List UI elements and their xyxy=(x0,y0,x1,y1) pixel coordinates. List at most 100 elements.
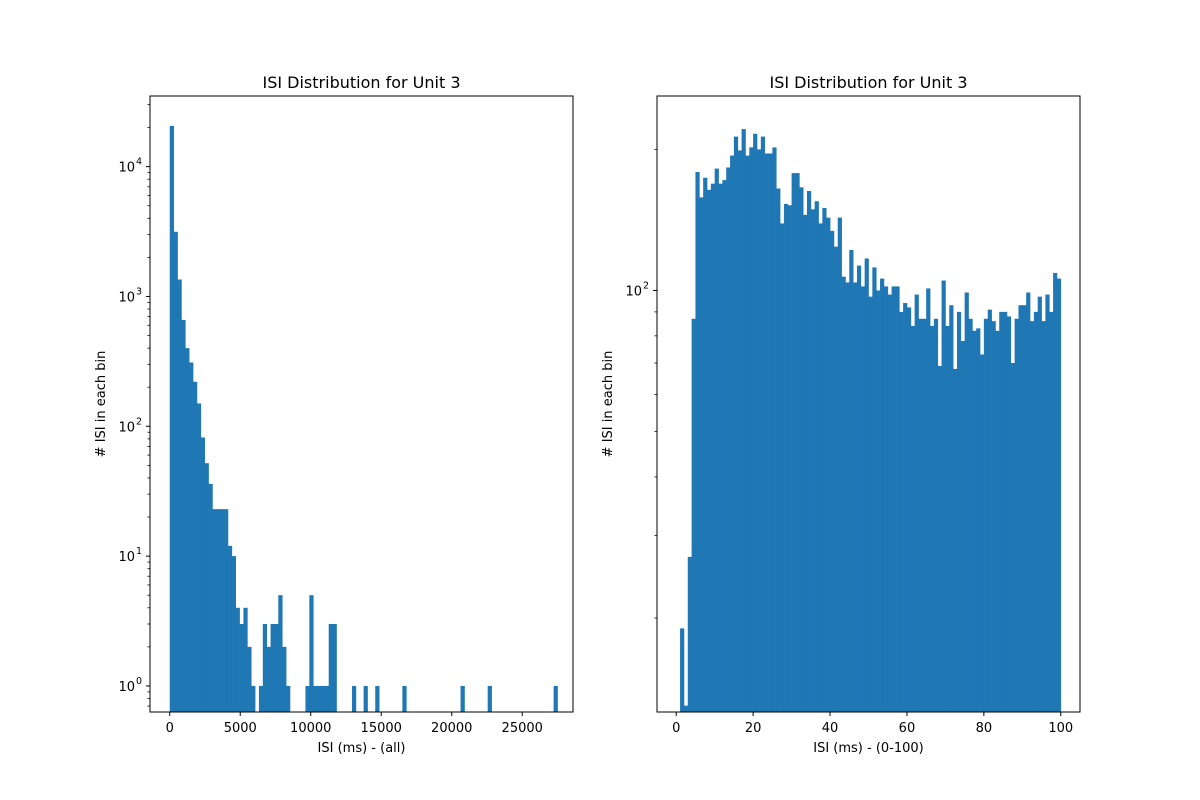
right-bar xyxy=(999,311,1004,712)
right-y-axis-label: # ISI in each bin xyxy=(601,351,616,458)
right-x-tick-label: 60 xyxy=(899,721,916,736)
right-bar xyxy=(1010,363,1015,712)
right-bar xyxy=(918,318,923,712)
left-bar xyxy=(351,685,357,712)
left-bar xyxy=(262,624,268,712)
left-plot-frame xyxy=(149,95,574,713)
right-bar xyxy=(899,311,904,712)
right-bar xyxy=(680,628,685,712)
right-bar xyxy=(783,203,789,712)
right-bar xyxy=(1037,296,1042,712)
right-chart: ISI Distribution for Unit 3 0 20 40 60 80 100… xyxy=(601,73,1081,756)
right-bar xyxy=(1045,294,1050,712)
left-y-tick-label: 10 xyxy=(118,550,135,565)
right-bar xyxy=(780,223,785,712)
right-bar xyxy=(687,556,692,712)
right-bar xyxy=(845,282,850,712)
right-bar xyxy=(933,318,939,712)
right-bar xyxy=(983,318,989,712)
right-bar xyxy=(1003,311,1008,712)
right-bar xyxy=(891,286,896,712)
right-bar xyxy=(1026,292,1031,712)
left-y-tick-exponent: 4 xyxy=(136,157,142,168)
right-bar xyxy=(703,177,708,712)
right-bar xyxy=(876,290,881,712)
left-bar xyxy=(200,437,205,712)
left-bar xyxy=(239,624,244,712)
left-y-tick-label: 10 xyxy=(118,161,135,176)
left-bar xyxy=(231,556,237,712)
right-bar xyxy=(760,136,766,713)
right-bar xyxy=(776,188,781,712)
right-bar xyxy=(803,214,808,712)
right-bar xyxy=(718,183,723,713)
right-bar xyxy=(864,258,869,712)
left-bar xyxy=(375,685,380,712)
right-x-tick-label: 20 xyxy=(745,721,762,736)
left-x-tick-label: 15000 xyxy=(361,721,402,736)
right-bar xyxy=(906,307,912,712)
left-x-tick-label: 5000 xyxy=(224,721,257,736)
right-bar xyxy=(1014,318,1019,712)
right-bar xyxy=(1022,305,1027,712)
right-bar xyxy=(956,311,962,712)
right-bar xyxy=(953,368,958,712)
right-bar xyxy=(810,209,816,712)
right-bar xyxy=(1033,311,1039,712)
right-bars xyxy=(680,129,1062,713)
left-bar xyxy=(313,685,318,712)
left-y-tick-exponent: 3 xyxy=(136,286,142,297)
left-x-axis-ticks: 0 5000 10000 15000 20000 25000 xyxy=(166,712,543,736)
left-x-tick-label: 10000 xyxy=(290,721,331,736)
right-bar xyxy=(691,318,696,712)
right-bar xyxy=(960,341,965,712)
left-bar xyxy=(173,231,178,713)
left-bar xyxy=(317,685,322,712)
left-bar xyxy=(286,685,291,712)
left-bar xyxy=(266,646,271,712)
left-x-tick-label: 20000 xyxy=(431,721,472,736)
left-bar xyxy=(278,595,283,712)
left-bar xyxy=(332,624,337,712)
right-bar xyxy=(937,365,942,712)
left-bar xyxy=(274,624,279,712)
right-bar xyxy=(795,173,800,713)
right-bar xyxy=(964,292,969,712)
left-bar xyxy=(309,595,314,712)
right-y-tick-label: 10 xyxy=(625,284,642,299)
right-bar xyxy=(860,286,866,712)
right-bar xyxy=(949,305,954,712)
right-bar xyxy=(753,133,758,712)
right-bar xyxy=(910,325,915,712)
right-bar xyxy=(722,180,727,712)
right-bar xyxy=(1030,321,1035,712)
left-bar xyxy=(208,483,213,712)
right-bar xyxy=(895,286,900,712)
left-bar xyxy=(185,348,190,712)
left-bar xyxy=(270,624,275,712)
right-bar xyxy=(695,171,700,712)
right-bar xyxy=(945,325,950,712)
right-bar xyxy=(883,286,889,712)
right-bar xyxy=(914,294,919,712)
right-bar xyxy=(930,325,935,712)
right-bar xyxy=(837,217,842,712)
left-bar xyxy=(243,607,248,712)
right-x-tick-label: 0 xyxy=(672,721,680,736)
left-bar xyxy=(227,545,233,712)
right-bar xyxy=(714,168,719,713)
right-bar xyxy=(683,705,689,712)
right-x-axis-label: ISI (ms) - (0-100) xyxy=(813,741,924,756)
left-bar xyxy=(460,685,465,712)
left-bar xyxy=(258,685,264,712)
left-bar xyxy=(363,685,368,712)
left-bar xyxy=(193,381,198,712)
left-y-tick-exponent: 0 xyxy=(136,676,142,687)
left-bar xyxy=(181,319,186,712)
right-bar xyxy=(791,173,796,713)
left-y-axis-label: # ISI in each bin xyxy=(94,351,109,458)
right-x-tick-label: 40 xyxy=(822,721,839,736)
left-y-tick-label: 10 xyxy=(118,680,135,695)
left-bar xyxy=(177,279,182,712)
